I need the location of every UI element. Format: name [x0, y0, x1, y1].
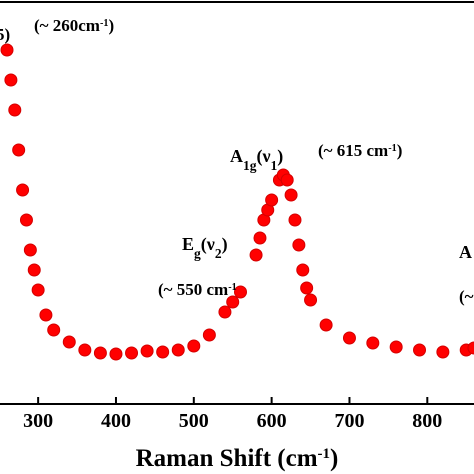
text-run: (ν: [201, 234, 215, 255]
data-point: [300, 281, 314, 295]
data-point: [292, 238, 306, 252]
data-point: [27, 263, 41, 277]
data-point: [125, 346, 139, 360]
data-point: [16, 183, 30, 197]
data-point: [218, 305, 232, 319]
label: (~ 260cm-1): [34, 16, 114, 35]
label: Raman Shift (cm-1): [136, 445, 339, 472]
data-point: [31, 283, 45, 297]
label: (~ 615 cm-1): [318, 141, 402, 160]
label: 5): [0, 25, 10, 44]
data-point: [467, 341, 474, 355]
data-points: [0, 43, 474, 361]
data-point: [296, 263, 310, 277]
data-point: [19, 213, 33, 227]
text-run: -1: [318, 446, 331, 462]
data-point: [288, 213, 302, 227]
data-point: [436, 345, 450, 359]
text-run: -1: [388, 143, 397, 154]
text-run: (~ 615 cm: [318, 141, 388, 160]
data-point: [140, 344, 154, 358]
data-point: [156, 345, 170, 359]
data-point: [249, 248, 263, 262]
label: Eg(ν2): [182, 234, 228, 261]
text-run: 2: [215, 246, 222, 261]
data-point: [234, 285, 248, 299]
data-point: [413, 343, 427, 357]
text-run: g: [194, 246, 201, 261]
data-point: [284, 188, 298, 202]
text-run: ): [108, 16, 114, 35]
x-tick-label: 500: [179, 410, 209, 432]
text-run: A: [459, 242, 472, 262]
data-point: [265, 193, 279, 207]
text-run: ): [330, 445, 338, 472]
x-tick-label: 800: [412, 410, 442, 432]
label: A1g(ν1): [230, 146, 283, 173]
data-point: [187, 339, 201, 353]
data-point: [12, 143, 26, 157]
text-run: Raman Shift (cm: [136, 445, 318, 472]
text-run: (ν: [257, 146, 271, 167]
data-point: [62, 335, 76, 349]
data-point: [78, 343, 92, 357]
plot-frame: [0, 1, 474, 405]
text-run: 1: [271, 158, 278, 173]
text-run: ): [277, 146, 283, 167]
text-run: (~ 260cm: [34, 16, 100, 35]
x-tick-label: 700: [334, 410, 364, 432]
data-point: [171, 343, 185, 357]
data-point: [202, 328, 216, 342]
x-tick-label: 300: [23, 410, 53, 432]
data-point: [389, 340, 403, 354]
text-run: -1: [228, 282, 237, 293]
data-point: [253, 231, 267, 245]
text-run: -1: [100, 18, 109, 29]
data-point: [304, 293, 318, 307]
data-point: [0, 43, 14, 57]
label: A: [459, 242, 472, 262]
text-run: 1g: [243, 158, 257, 173]
data-point: [47, 323, 61, 337]
label: (~: [459, 287, 474, 306]
data-point: [93, 346, 107, 360]
data-point: [8, 103, 22, 117]
x-tick-label: 400: [101, 410, 131, 432]
label: (~ 550 cm-1: [158, 280, 237, 299]
data-point: [39, 308, 53, 322]
data-point: [319, 318, 333, 332]
data-point: [23, 243, 37, 257]
text-run: 5): [0, 25, 10, 44]
text-run: (~: [459, 287, 474, 306]
data-point: [226, 295, 240, 309]
text-run: ): [397, 141, 403, 160]
text-run: A: [230, 146, 243, 166]
text-run: (~ 550 cm: [158, 280, 228, 299]
data-point: [109, 347, 123, 361]
x-tick-label: 600: [257, 410, 287, 432]
text-run: ): [222, 234, 228, 255]
data-point: [280, 173, 294, 187]
data-point: [342, 331, 356, 345]
text-run: E: [182, 234, 194, 254]
data-point: [4, 73, 18, 87]
data-point: [366, 336, 380, 350]
